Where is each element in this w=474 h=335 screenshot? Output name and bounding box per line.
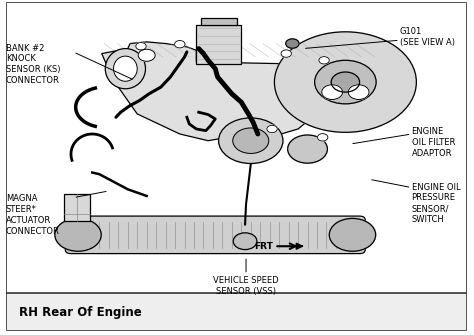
Bar (64, 194, 90, 221)
Circle shape (274, 32, 416, 132)
Text: RH Rear Of Engine: RH Rear Of Engine (19, 306, 142, 319)
FancyBboxPatch shape (65, 216, 365, 254)
Circle shape (315, 60, 376, 104)
Circle shape (174, 41, 185, 48)
Circle shape (318, 134, 328, 141)
Circle shape (286, 39, 299, 48)
Bar (201, 18, 237, 25)
Circle shape (329, 218, 376, 251)
Text: MAGNA
STEER*
ACTUATOR
CONNECTOR: MAGNA STEER* ACTUATOR CONNECTOR (6, 194, 60, 236)
Ellipse shape (114, 56, 137, 81)
Circle shape (331, 72, 360, 92)
Circle shape (55, 218, 101, 251)
Circle shape (219, 118, 283, 163)
Circle shape (233, 233, 257, 250)
Polygon shape (102, 42, 341, 141)
Text: ENGINE OIL
PRESSURE
SENSOR/
SWITCH: ENGINE OIL PRESSURE SENSOR/ SWITCH (411, 183, 460, 224)
Text: G101
(SEE VIEW A): G101 (SEE VIEW A) (400, 27, 455, 47)
Text: VEHICLE SPEED
SENSOR (VSS): VEHICLE SPEED SENSOR (VSS) (213, 276, 279, 296)
Circle shape (138, 49, 155, 61)
Circle shape (319, 57, 329, 64)
Bar (196, 25, 241, 64)
Circle shape (136, 43, 146, 50)
Circle shape (288, 135, 328, 163)
Circle shape (281, 50, 292, 57)
Bar (7, 3, 466, 293)
Circle shape (348, 85, 369, 99)
Text: BANK #2
KNOCK
SENSOR (KS)
CONNECTOR: BANK #2 KNOCK SENSOR (KS) CONNECTOR (6, 44, 60, 85)
Text: FRT: FRT (254, 242, 273, 251)
Circle shape (322, 85, 343, 99)
Ellipse shape (105, 49, 146, 89)
Circle shape (233, 128, 269, 153)
Text: ENGINE
OIL FILTER
ADAPTOR: ENGINE OIL FILTER ADAPTOR (411, 127, 455, 158)
Bar (7, 293, 466, 330)
Circle shape (267, 125, 277, 133)
